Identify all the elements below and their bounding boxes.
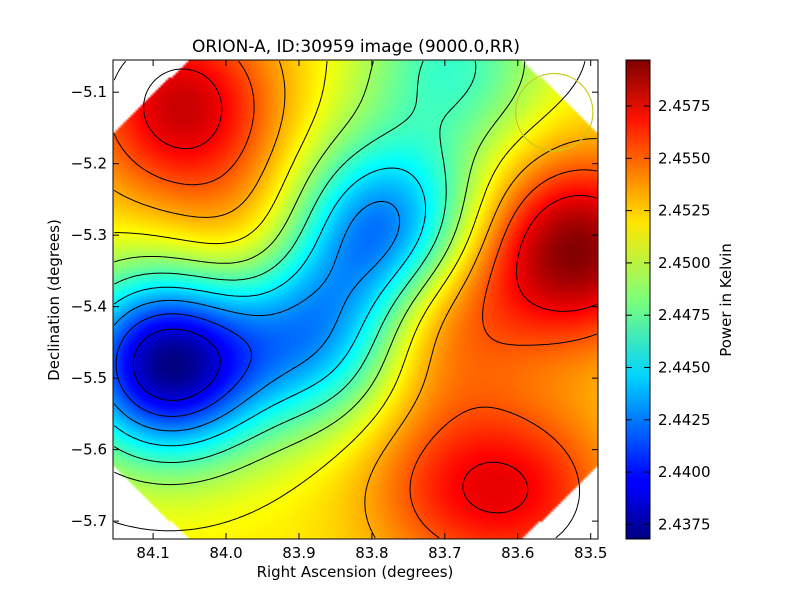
plot-area [112, 59, 599, 540]
contour-line [114, 61, 526, 486]
y-tick-label: −5.6 [71, 441, 107, 459]
x-tick-label: 83.8 [355, 544, 388, 562]
y-tick-label: −5.2 [71, 155, 107, 173]
contour-line [113, 60, 597, 539]
y-tick-label: −5.1 [71, 83, 107, 101]
x-tick-label: 83.9 [282, 544, 315, 562]
heatmap-image [113, 60, 598, 539]
colorbar: 2.4375 2.4400 2.4425 2.4450 2.4475 2.4500 2.45… [625, 59, 735, 540]
y-tick-label: −5.5 [71, 369, 107, 387]
x-tick-label: 84.0 [209, 544, 242, 562]
x-tick-label: 83.5 [574, 544, 607, 562]
contour-line [114, 60, 477, 463]
contour-line [113, 167, 426, 447]
colorbar-tick-label: 2.4425 [658, 411, 711, 429]
x-tick-label: 83.6 [501, 544, 534, 562]
y-tick-label: −5.4 [71, 298, 107, 316]
contour-line [114, 61, 586, 532]
contour-line [143, 68, 598, 514]
y-axis: −5.1 −5.2 −5.3 −5.4 −5.5 −5.6 −5.7 [71, 83, 598, 530]
colorbar-tick-label: 2.4400 [658, 463, 711, 481]
colorbar-gradient [625, 59, 651, 540]
colorbar-tick-label: 2.4475 [658, 306, 711, 324]
contour-line [114, 61, 597, 539]
contour-line [115, 313, 252, 417]
colorbar-tick-label: 2.4450 [658, 358, 711, 376]
plot-frame [112, 59, 599, 540]
colorbar-tick-label: 2.4500 [658, 254, 711, 272]
colorbar-tick-label: 2.4375 [658, 515, 711, 533]
colorbar-ticks: 2.4375 2.4400 2.4425 2.4450 2.4475 2.4500 2.45… [626, 97, 711, 533]
contour-lines [113, 60, 598, 539]
colorbar-tick-label: 2.4575 [658, 97, 711, 115]
chart-title: ORION-A, ID:30959 image (9000.0,RR) [192, 37, 520, 57]
x-tick-label: 84.1 [136, 544, 169, 562]
x-axis: 84.1 84.0 83.9 83.8 83.7 83.6 83.5 [136, 60, 607, 562]
y-tick-label: −5.3 [71, 226, 107, 244]
beam-circle [514, 72, 594, 152]
y-axis-label: Declination (degrees) [45, 219, 63, 381]
contour-line [113, 200, 401, 432]
x-tick-label: 83.7 [428, 544, 461, 562]
contour-line [132, 328, 221, 401]
colorbar-tick-label: 2.4525 [658, 202, 711, 220]
colorbar-label: Power in Kelvin [717, 243, 735, 357]
y-tick-label: −5.7 [71, 512, 107, 530]
colorbar-tick-label: 2.4550 [658, 149, 711, 167]
x-axis-label: Right Ascension (degrees) [257, 563, 454, 581]
